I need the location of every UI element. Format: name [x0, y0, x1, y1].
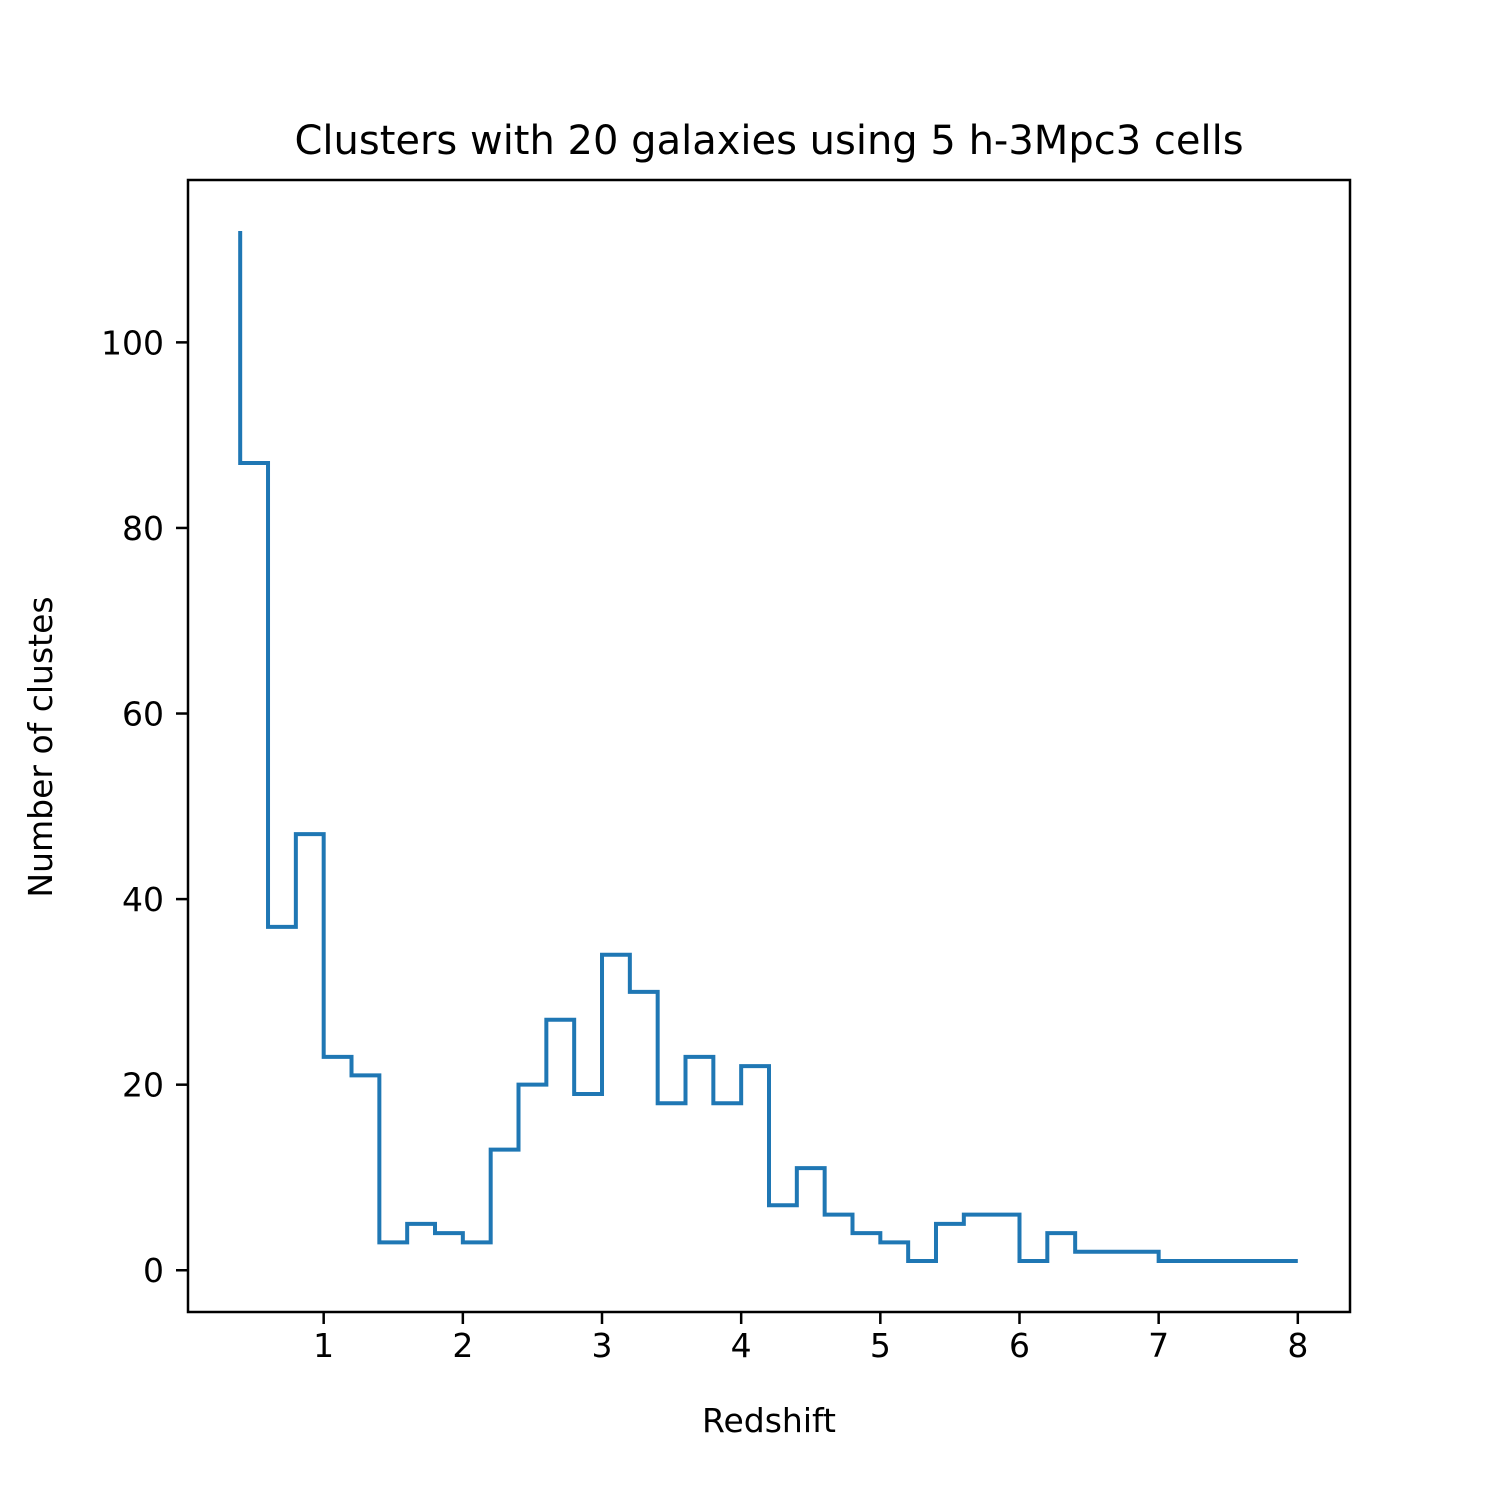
y-tick-label: 20	[122, 1066, 164, 1105]
y-tick-label: 80	[122, 509, 164, 548]
x-tick-label: 7	[1148, 1326, 1169, 1365]
x-tick-label: 5	[870, 1326, 891, 1365]
y-tick-label: 60	[122, 695, 164, 734]
x-tick-label: 1	[313, 1326, 334, 1365]
x-tick-label: 3	[592, 1326, 613, 1365]
y-tick-label: 100	[101, 323, 164, 362]
chart-title: Clusters with 20 galaxies using 5 h-3Mpc…	[294, 118, 1243, 164]
axes-frame	[186, 178, 1352, 1314]
x-tick-label: 6	[1009, 1326, 1030, 1365]
y-tick-label: 0	[143, 1251, 164, 1290]
y-axis-title: Number of clustes	[21, 596, 60, 897]
series-line-0	[238, 231, 1298, 1263]
y-tick-label: 40	[122, 880, 164, 919]
x-tick-label: 4	[731, 1326, 752, 1365]
x-axis-title: Redshift	[702, 1401, 836, 1440]
x-tick-label: 2	[452, 1326, 473, 1365]
x-tick-label: 8	[1287, 1326, 1308, 1365]
